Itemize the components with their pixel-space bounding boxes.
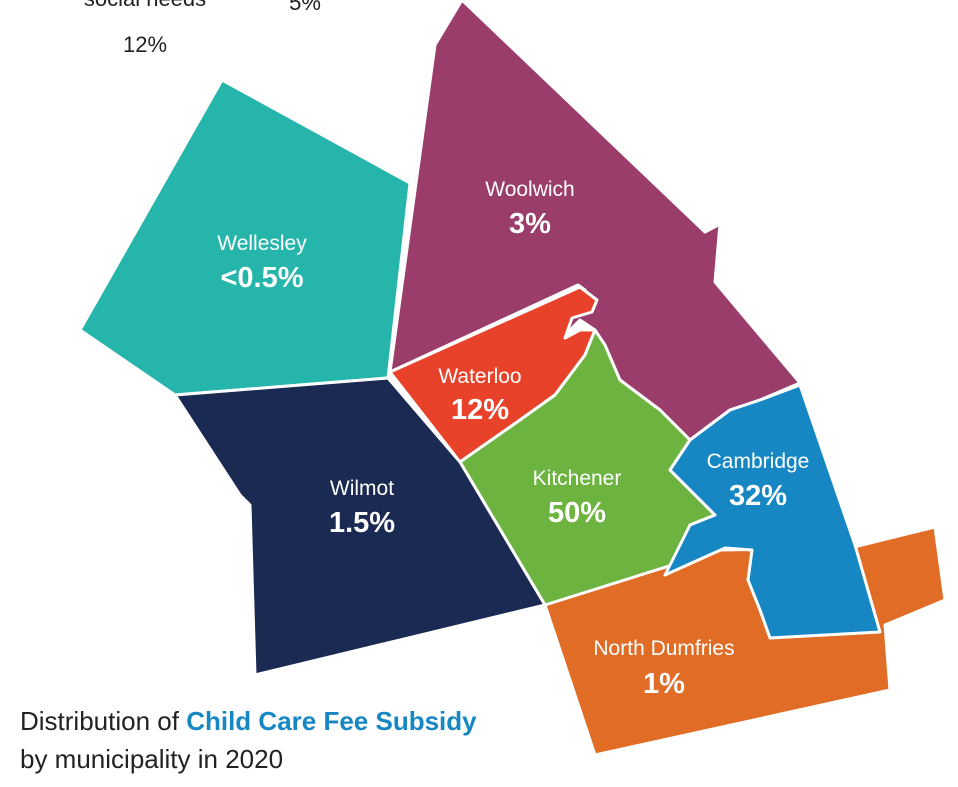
region-value: 32% [729, 480, 787, 512]
caption-prefix: Distribution of [20, 706, 180, 736]
header-label: social needs [84, 0, 206, 11]
header-value: 5% [289, 0, 321, 15]
region-value: 12% [451, 394, 509, 426]
region-value: <0.5% [220, 262, 303, 294]
region-value: 1% [643, 668, 685, 700]
header-value: 12% [123, 32, 167, 57]
region-name: Wellesley [217, 232, 307, 255]
caption-highlight: Child Care Fee Subsidy [186, 706, 477, 736]
caption: Distribution of Child Care Fee Subsidy [20, 706, 477, 736]
region-value: 50% [548, 497, 606, 529]
region-value: 1.5% [329, 507, 395, 539]
region-name: North Dumfries [593, 637, 734, 660]
region-name: Woolwich [485, 178, 574, 201]
region-name: Kitchener [533, 467, 622, 490]
caption-suffix: by municipality in 2020 [20, 744, 283, 774]
region-name: Wilmot [330, 477, 394, 500]
region-name: Cambridge [707, 450, 810, 473]
region [173, 376, 547, 677]
region-value: 3% [509, 208, 551, 240]
region-name: Waterloo [438, 365, 521, 388]
region [663, 383, 882, 640]
